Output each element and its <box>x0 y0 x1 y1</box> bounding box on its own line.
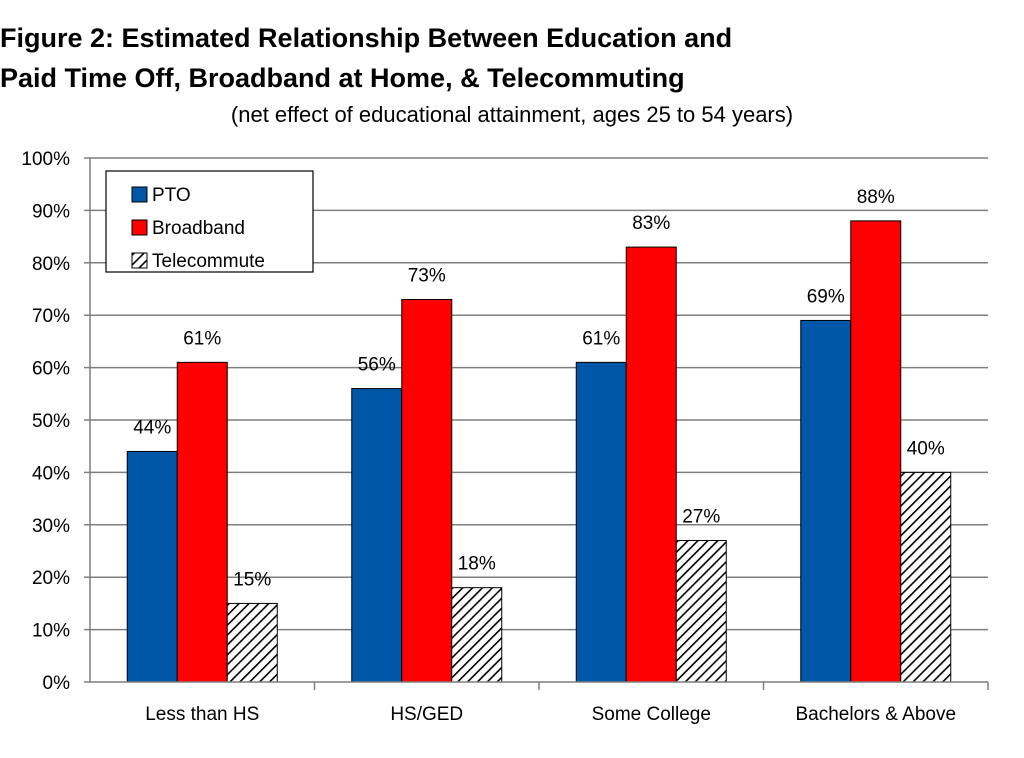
bar-telecommute <box>226 602 278 683</box>
y-tick-label: 50% <box>32 411 70 432</box>
bar-telecommute <box>451 587 503 683</box>
bar-telecommute <box>900 471 952 683</box>
y-tick-label: 100% <box>21 149 70 170</box>
data-label: 83% <box>632 213 670 234</box>
bar-pto <box>575 361 627 683</box>
y-tick-label: 80% <box>32 254 70 275</box>
bars <box>126 220 952 683</box>
data-label: 15% <box>233 569 271 590</box>
bar-broadband <box>850 220 902 683</box>
x-tick-label: Bachelors & Above <box>795 704 956 725</box>
data-label: 56% <box>358 355 396 376</box>
y-tick-label: 60% <box>32 359 70 380</box>
data-label: 69% <box>807 286 845 307</box>
chart-title-line-2: Paid Time Off, Broadband at Home, & Tele… <box>0 63 685 93</box>
legend: PTO Broadband Telecommute <box>105 170 314 273</box>
y-tick-label: 40% <box>32 463 70 484</box>
data-label: 18% <box>458 554 496 575</box>
x-tick-label: HS/GED <box>390 704 463 725</box>
y-tick-label: 30% <box>32 516 70 537</box>
bar-broadband <box>401 298 453 683</box>
y-tick-label: 20% <box>32 568 70 589</box>
legend-label-telecommute: Telecommute <box>152 251 265 272</box>
y-tick-label: 10% <box>32 621 70 642</box>
x-tick-label: Less than HS <box>145 704 259 725</box>
y-tick-label: 0% <box>43 673 71 694</box>
legend-swatch-pto <box>131 186 148 203</box>
data-label: 61% <box>183 328 221 349</box>
data-label: 61% <box>582 328 620 349</box>
chart-title-line-1: Figure 2: Estimated Relationship Between… <box>0 23 733 53</box>
data-label: 27% <box>682 507 720 528</box>
bar-broadband <box>625 246 677 683</box>
bar-pto <box>126 450 178 683</box>
legend-swatch-broadband <box>131 219 148 236</box>
legend-label-broadband: Broadband <box>152 218 245 239</box>
chart-subtitle: (net effect of educational attainment, a… <box>230 102 794 127</box>
bar-pto <box>800 319 852 683</box>
legend-label-pto: PTO <box>152 185 191 206</box>
data-label: 40% <box>907 438 945 459</box>
data-label: 44% <box>133 417 171 438</box>
bar-pto <box>351 388 403 683</box>
axes: 0% 10% 20% 30% 40% 50% 60% 70% 80% 90% 100% Less th… <box>21 149 989 725</box>
data-label: 88% <box>857 187 895 208</box>
data-labels: 44% 61% 15% 56% 73% 18% 61% 83% 27% 69% 88% 40% <box>133 187 945 591</box>
data-label: 73% <box>408 265 446 286</box>
x-tick-label: Some College <box>592 704 711 725</box>
bar-broadband <box>176 361 228 683</box>
y-tick-label: 70% <box>32 306 70 327</box>
legend-swatch-telecommute <box>131 252 148 269</box>
bar-telecommute <box>675 540 727 683</box>
y-tick-label: 90% <box>32 201 70 222</box>
